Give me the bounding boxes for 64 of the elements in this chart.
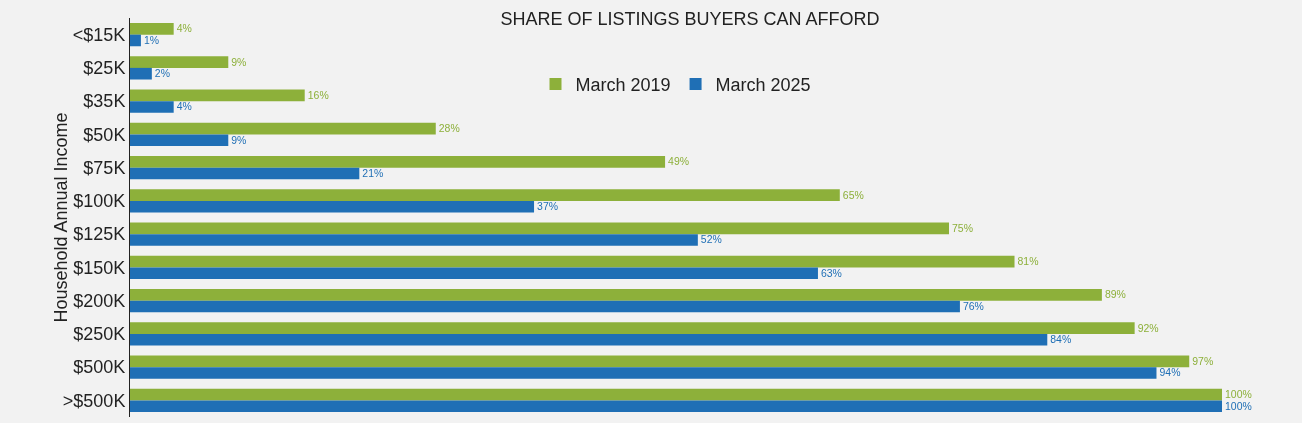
data-label: 28% bbox=[438, 123, 460, 135]
data-label: 100% bbox=[1225, 389, 1252, 401]
legend-label: March 2019 bbox=[575, 75, 671, 96]
data-label: 4% bbox=[176, 23, 192, 35]
data-label: 21% bbox=[362, 167, 384, 179]
bar bbox=[130, 122, 436, 135]
y-tick-label: $500K bbox=[73, 357, 126, 378]
data-label: 97% bbox=[1192, 355, 1214, 367]
data-label: 89% bbox=[1104, 289, 1126, 301]
legend-label: March 2025 bbox=[715, 75, 811, 96]
data-label: 94% bbox=[1159, 367, 1181, 379]
data-label: 100% bbox=[1225, 400, 1252, 412]
bar bbox=[130, 89, 305, 102]
data-label: 16% bbox=[307, 89, 329, 101]
y-tick-label: $35K bbox=[83, 91, 126, 112]
bar bbox=[130, 134, 229, 147]
bar bbox=[130, 388, 1222, 401]
data-label: 75% bbox=[952, 222, 973, 234]
y-tick-label: $250K bbox=[73, 324, 126, 345]
bar bbox=[130, 255, 1015, 268]
data-label: 76% bbox=[962, 300, 984, 312]
data-label: 81% bbox=[1017, 256, 1039, 268]
data-label: 84% bbox=[1050, 334, 1072, 346]
y-tick-label: $125K bbox=[73, 224, 126, 245]
y-tick-label: <$15K bbox=[72, 24, 126, 45]
y-axis-title: Household Annual Income bbox=[51, 112, 72, 323]
bar bbox=[130, 300, 960, 313]
bar bbox=[130, 322, 1135, 334]
bar bbox=[130, 234, 698, 246]
data-label: 2% bbox=[154, 68, 170, 80]
bar bbox=[130, 56, 229, 68]
y-tick-label: $75K bbox=[83, 157, 126, 178]
y-tick-label: $150K bbox=[73, 257, 126, 278]
bar bbox=[130, 222, 949, 235]
chart-title: SHARE OF LISTINGS BUYERS CAN AFFORD bbox=[500, 9, 880, 30]
bar bbox=[130, 200, 535, 213]
bar bbox=[130, 367, 1157, 379]
data-label: 37% bbox=[537, 201, 558, 213]
data-label: 52% bbox=[700, 234, 722, 246]
bar bbox=[130, 67, 152, 80]
bar bbox=[130, 101, 174, 113]
data-label: 49% bbox=[668, 156, 690, 168]
bar bbox=[130, 355, 1190, 368]
bar bbox=[130, 155, 666, 168]
data-label: 1% bbox=[143, 34, 160, 46]
y-tick-label: $200K bbox=[73, 290, 126, 311]
bar bbox=[130, 189, 840, 201]
data-label: 4% bbox=[176, 101, 192, 113]
data-label: 65% bbox=[842, 189, 864, 201]
bar bbox=[130, 22, 174, 35]
data-label: 9% bbox=[231, 56, 247, 68]
y-tick-label: $50K bbox=[83, 124, 126, 145]
bar bbox=[130, 333, 1048, 346]
bar bbox=[130, 167, 360, 180]
y-tick-label: $100K bbox=[73, 191, 126, 212]
data-label: 63% bbox=[820, 267, 842, 279]
bar bbox=[130, 267, 818, 280]
bar bbox=[130, 34, 141, 47]
data-label: 92% bbox=[1137, 322, 1159, 334]
bar bbox=[130, 288, 1102, 301]
y-tick-label: >$500K bbox=[62, 390, 126, 411]
y-tick-label: $25K bbox=[83, 58, 126, 79]
bar bbox=[130, 400, 1222, 413]
data-label: 9% bbox=[231, 134, 247, 146]
